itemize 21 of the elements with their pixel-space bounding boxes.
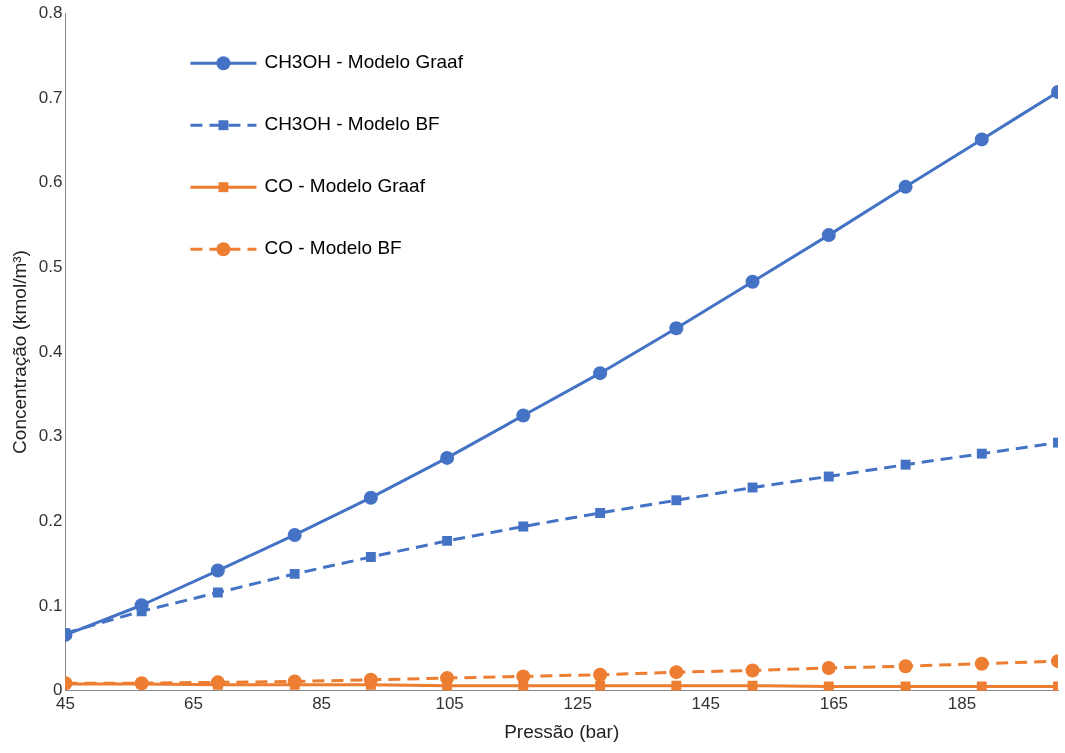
x-tick-label: 105: [435, 693, 464, 713]
x-tick-label: 125: [563, 693, 592, 713]
legend-label: CO - Modelo Graaf: [264, 175, 426, 197]
y-tick-label: 0.7: [38, 87, 63, 107]
y-axis-title: Concentração (kmol/m³): [8, 250, 30, 454]
y-tick-label: 0.6: [38, 172, 63, 192]
y-tick-label: 0.5: [38, 256, 63, 276]
y-tick-label: 0.8: [38, 2, 63, 22]
y-tick-label: 0.3: [38, 426, 63, 446]
x-tick-label: 165: [819, 693, 849, 713]
y-tick-label: 0.2: [38, 511, 63, 531]
x-tick-label: 185: [947, 693, 977, 713]
x-tick-label: 145: [691, 693, 720, 713]
y-tick-label: 0.1: [38, 595, 63, 615]
legend-label: CH3OH - Modelo BF: [264, 113, 440, 135]
x-tick-label: 65: [184, 693, 203, 713]
x-axis-title: Pressão (bar): [504, 720, 620, 742]
x-tick-label: 85: [312, 693, 332, 713]
legend-label: CO - Modelo BF: [264, 237, 402, 259]
legend-label: CH3OH - Modelo Graaf: [264, 51, 464, 73]
y-tick-label: 0.4: [38, 341, 63, 361]
